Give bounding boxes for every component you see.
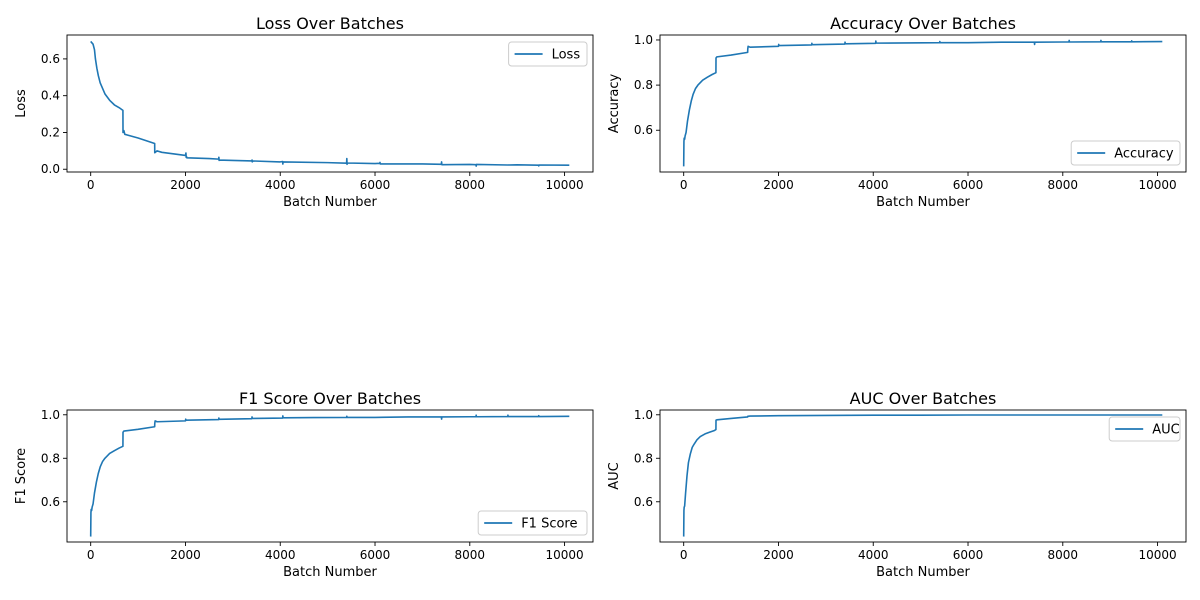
series-line-loss (91, 41, 570, 166)
legend: Loss (509, 42, 587, 66)
y-axis-label: Loss (14, 89, 29, 118)
x-tick-label: 0 (680, 178, 688, 192)
x-tick-label: 8000 (455, 178, 486, 192)
y-tick-label: 0.0 (41, 162, 60, 176)
y-tick-label: 0.2 (41, 125, 60, 139)
x-tick-label: 0 (680, 548, 688, 562)
y-tick-label: 0.4 (41, 89, 60, 103)
y-tick-label: 0.6 (634, 495, 653, 509)
legend: F1 Score (478, 511, 587, 535)
x-axis-label: Batch Number (876, 195, 970, 210)
y-tick-label: 1.0 (634, 33, 653, 47)
x-tick-label: 10000 (1138, 548, 1176, 562)
x-tick-label: 6000 (953, 548, 984, 562)
x-axis-label: Batch Number (283, 565, 377, 580)
x-tick-label: 2000 (170, 548, 201, 562)
subplot-4: AUC Over Batches 0 2000 4000 6000 8000 10000 0.… (607, 389, 1186, 580)
y-tick-label: 0.8 (41, 451, 60, 465)
chart-title: F1 Score Over Batches (239, 389, 421, 408)
x-tick-label: 0 (87, 548, 95, 562)
x-axis-label: Batch Number (283, 195, 377, 210)
y-tick-label: 0.8 (634, 78, 653, 92)
y-tick-label: 0.6 (41, 52, 60, 66)
x-tick-label: 8000 (455, 548, 486, 562)
subplot-1: Loss Over Batches 0 2000 4000 6000 8000 10000 0… (14, 14, 593, 210)
x-tick-label: 4000 (858, 548, 889, 562)
y-tick-label: 0.6 (634, 123, 653, 137)
chart-title: Loss Over Batches (256, 14, 404, 33)
x-tick-label: 8000 (1048, 548, 1079, 562)
y-axis-label: F1 Score (14, 448, 29, 504)
chart-title: Accuracy Over Batches (830, 14, 1016, 33)
x-tick-label: 10000 (1138, 178, 1176, 192)
legend-label: Accuracy (1114, 147, 1174, 162)
y-tick-label: 0.6 (41, 495, 60, 509)
x-tick-label: 0 (87, 178, 95, 192)
x-tick-label: 4000 (265, 178, 296, 192)
y-tick-label: 1.0 (634, 408, 653, 422)
y-axis-label: Accuracy (607, 74, 622, 134)
legend: AUC (1109, 417, 1180, 441)
x-tick-label: 6000 (360, 178, 391, 192)
y-tick-label: 1.0 (41, 408, 60, 422)
series-line-auc (684, 415, 1163, 537)
legend-label: Loss (552, 48, 581, 63)
subplot-2: Accuracy Over Batches 0 2000 4000 6000 8000 10… (607, 14, 1186, 210)
x-axis-label: Batch Number (876, 565, 970, 580)
x-tick-label: 4000 (265, 548, 296, 562)
legend-label: AUC (1152, 423, 1180, 438)
y-tick-label: 0.8 (634, 451, 653, 465)
x-tick-label: 4000 (858, 178, 889, 192)
x-tick-label: 2000 (763, 548, 794, 562)
axes-frame (660, 410, 1186, 542)
subplot-3: F1 Score Over Batches 0 2000 4000 6000 8000 10… (14, 389, 593, 580)
x-tick-label: 8000 (1048, 178, 1079, 192)
legend: Accuracy (1071, 141, 1180, 165)
x-tick-label: 10000 (545, 548, 583, 562)
x-tick-label: 2000 (763, 178, 794, 192)
x-tick-label: 6000 (360, 548, 391, 562)
x-tick-label: 2000 (170, 178, 201, 192)
legend-label: F1 Score (521, 517, 577, 532)
x-tick-label: 10000 (545, 178, 583, 192)
chart-title: AUC Over Batches (850, 389, 997, 408)
y-axis-label: AUC (607, 462, 622, 490)
x-tick-label: 6000 (953, 178, 984, 192)
